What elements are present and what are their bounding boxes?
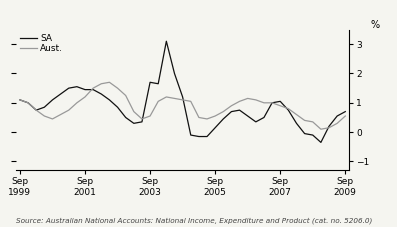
Line: Aust.: Aust. — [20, 82, 345, 129]
Aust. — [197, 116, 201, 119]
SA — [270, 101, 274, 104]
SA — [83, 88, 87, 91]
Aust. — [270, 101, 274, 104]
Aust. — [294, 113, 299, 116]
Aust. — [50, 118, 55, 120]
Aust. — [221, 110, 225, 113]
SA — [262, 116, 266, 119]
Aust. — [302, 119, 307, 122]
Aust. — [237, 100, 242, 103]
SA — [42, 106, 47, 109]
SA — [17, 99, 22, 101]
SA — [123, 116, 128, 119]
SA — [50, 99, 55, 101]
Aust. — [34, 109, 39, 111]
SA — [156, 82, 161, 85]
Aust. — [278, 104, 283, 107]
Aust. — [335, 122, 339, 125]
SA — [310, 134, 315, 136]
Aust. — [310, 121, 315, 123]
Y-axis label: %: % — [370, 20, 380, 30]
Aust. — [204, 118, 209, 120]
Aust. — [17, 99, 22, 101]
Aust. — [172, 97, 177, 100]
Aust. — [66, 109, 71, 111]
SA — [327, 125, 331, 128]
SA — [213, 126, 218, 129]
Aust. — [213, 115, 218, 117]
Aust. — [343, 115, 348, 117]
SA — [343, 110, 348, 113]
Aust. — [262, 101, 266, 104]
Aust. — [327, 126, 331, 129]
SA — [75, 85, 79, 88]
Aust. — [245, 97, 250, 100]
SA — [164, 40, 169, 43]
Legend: SA, Aust.: SA, Aust. — [20, 34, 63, 53]
SA — [294, 122, 299, 125]
Aust. — [91, 87, 96, 89]
SA — [91, 88, 96, 91]
Line: SA: SA — [20, 41, 345, 142]
Aust. — [148, 115, 152, 117]
SA — [34, 109, 39, 111]
SA — [180, 96, 185, 98]
Aust. — [229, 104, 234, 107]
SA — [302, 132, 307, 135]
Aust. — [115, 87, 120, 89]
Aust. — [164, 96, 169, 98]
Text: Source: Australian National Accounts: National Income, Expenditure and Product (: Source: Australian National Accounts: Na… — [16, 217, 372, 224]
SA — [188, 134, 193, 136]
Aust. — [107, 81, 112, 84]
SA — [335, 115, 339, 117]
SA — [99, 93, 104, 95]
SA — [66, 87, 71, 89]
SA — [245, 115, 250, 117]
SA — [26, 101, 31, 104]
SA — [229, 110, 234, 113]
SA — [278, 100, 283, 103]
Aust. — [99, 82, 104, 85]
Aust. — [156, 100, 161, 103]
SA — [115, 106, 120, 109]
Aust. — [253, 99, 258, 101]
Aust. — [188, 100, 193, 103]
SA — [253, 121, 258, 123]
Aust. — [83, 96, 87, 98]
SA — [107, 99, 112, 101]
SA — [140, 121, 145, 123]
Aust. — [42, 115, 47, 117]
SA — [237, 109, 242, 111]
SA — [204, 135, 209, 138]
SA — [318, 141, 323, 144]
SA — [131, 122, 136, 125]
SA — [197, 135, 201, 138]
Aust. — [180, 99, 185, 101]
SA — [286, 109, 291, 111]
Aust. — [140, 118, 145, 120]
SA — [221, 118, 225, 120]
Aust. — [58, 113, 63, 116]
SA — [58, 93, 63, 95]
SA — [148, 81, 152, 84]
Aust. — [26, 101, 31, 104]
Aust. — [318, 128, 323, 131]
Aust. — [286, 107, 291, 110]
SA — [172, 72, 177, 75]
Aust. — [123, 94, 128, 97]
Aust. — [75, 101, 79, 104]
Aust. — [131, 110, 136, 113]
